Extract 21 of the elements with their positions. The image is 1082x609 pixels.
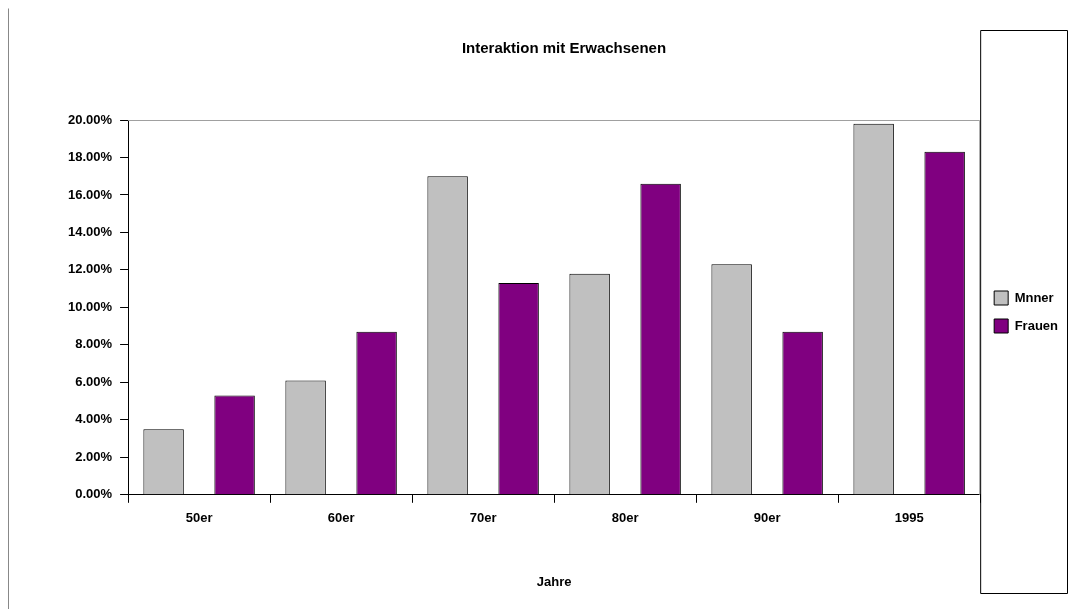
y-tick-label: 0.00% <box>75 486 113 502</box>
legend-label: Mnner <box>1014 289 1054 305</box>
x-tick-label: 1995 <box>894 510 924 526</box>
y-tick-label: 18.00% <box>68 149 113 165</box>
y-tick-label: 16.00% <box>68 186 113 202</box>
y-tick-label: 14.00% <box>68 224 113 240</box>
x-tick-label: 90er <box>753 510 781 526</box>
x-axis-title: Jahre <box>536 573 572 589</box>
y-tick-label: 6.00% <box>75 373 113 389</box>
y-tick-label: 4.00% <box>75 411 113 427</box>
x-tick-label: 80er <box>611 510 639 526</box>
y-tick-label: 12.00% <box>68 261 113 277</box>
y-tick-label: 10.00% <box>68 298 113 314</box>
legend-label: Frauen <box>1014 317 1059 333</box>
x-tick-label: 60er <box>327 510 355 526</box>
chart-title: Interaktion mit Erwachsenen <box>461 39 667 57</box>
y-tick-label: 20.00% <box>68 111 113 127</box>
y-tick-label: 8.00% <box>75 336 113 352</box>
x-tick-label: 50er <box>185 510 213 526</box>
x-tick-label: 70er <box>469 510 497 526</box>
y-tick-label: 2.00% <box>75 448 113 464</box>
